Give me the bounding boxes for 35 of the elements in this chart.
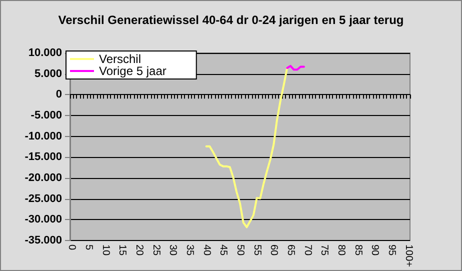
legend-label: Vorige 5 jaar [99, 64, 166, 78]
x-tick-label: 10 [100, 244, 111, 256]
x-tick-label: 5 [83, 244, 94, 250]
y-tick-label: -15.000 [24, 151, 62, 164]
x-tick-label: 20 [134, 244, 145, 256]
y-tick-label: 0 [56, 88, 62, 101]
chart-title: Verschil Generatiewissel 40-64 dr 0-24 jarigen en 5 jaar terug [58, 13, 404, 27]
x-tick-label: 95 [386, 244, 397, 256]
x-tick-label: 90 [369, 244, 380, 256]
y-tick-label: -25.000 [24, 192, 62, 205]
x-tick-label: 75 [318, 244, 330, 256]
x-tick-label: 0 [66, 244, 78, 250]
x-tick-label: 45 [218, 244, 229, 256]
y-tick-label: -5.000 [30, 109, 62, 122]
y-tick-label: -30.000 [24, 214, 62, 226]
x-tick-label: 65 [284, 244, 296, 256]
x-tick-label: 40 [200, 244, 212, 256]
x-tick-label: 60 [268, 244, 280, 256]
x-tick-label: 85 [352, 244, 364, 256]
x-tick-label: 55 [251, 244, 262, 256]
legend-label: Verschil [99, 52, 142, 66]
y-tick-label: 5.000 [34, 68, 62, 80]
x-tick-label: 15 [116, 244, 128, 256]
x-tick-label: 100+ [402, 244, 414, 268]
x-tick-label: 50 [234, 244, 246, 256]
x-tick-label: 80 [335, 244, 346, 256]
x-tick-label: 30 [167, 244, 178, 256]
x-tick-label: 70 [302, 244, 313, 256]
y-tick-label: -20.000 [24, 172, 62, 184]
y-tick-label: -35.000 [24, 234, 62, 246]
x-tick-label: 25 [150, 244, 162, 256]
x-tick-label: 35 [184, 244, 196, 256]
y-tick-label: -10.000 [24, 130, 62, 142]
line-series [205, 67, 288, 228]
y-tick-label: 10.000 [28, 47, 62, 59]
